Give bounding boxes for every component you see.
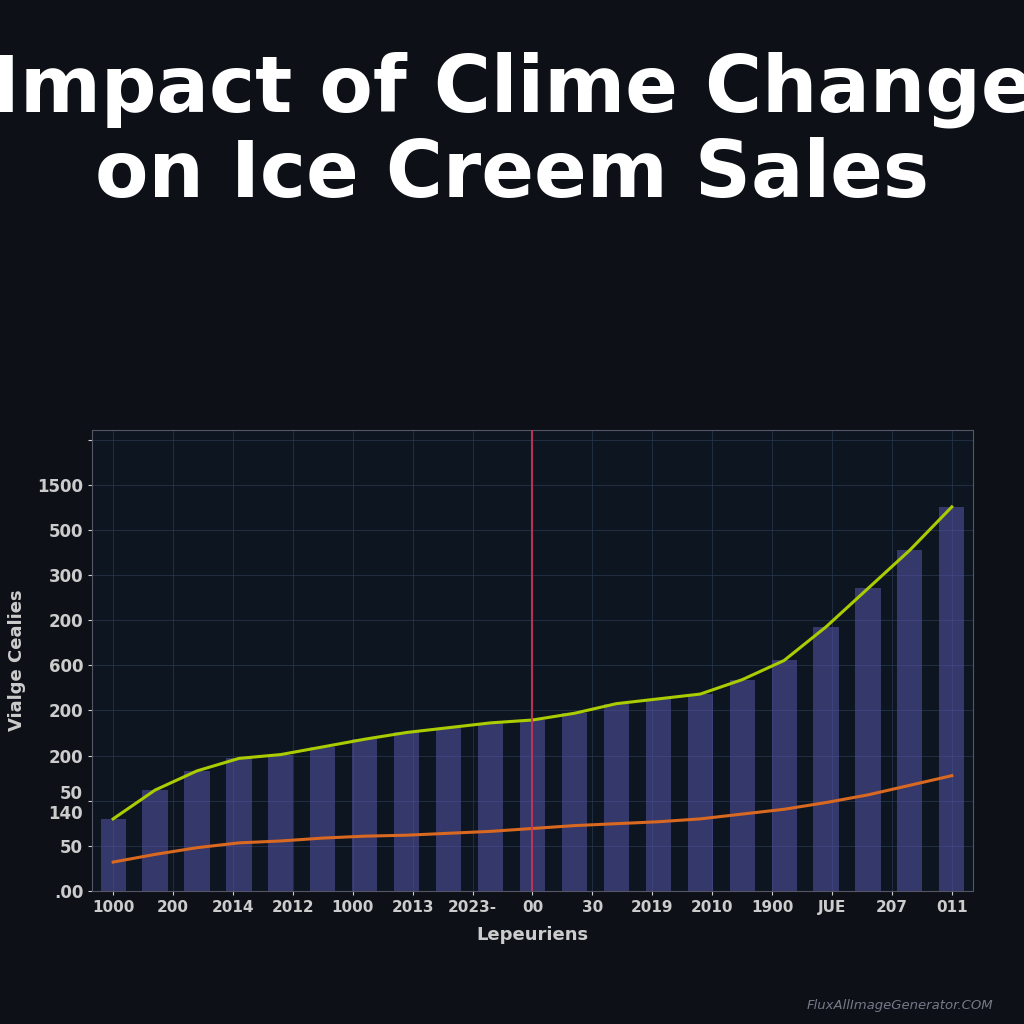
Bar [855,589,881,891]
Bar [939,507,965,891]
Bar [478,723,503,891]
Bar [813,627,839,891]
Bar [604,703,629,891]
Bar [352,739,377,891]
Bar [771,660,797,891]
Bar [729,680,755,891]
Bar [226,759,252,891]
Text: Impact of Clime Change
on Ice Creem Sales: Impact of Clime Change on Ice Creem Sale… [0,51,1024,213]
Bar [310,746,336,891]
Bar [100,819,126,891]
Bar [394,732,419,891]
Bar [562,714,587,891]
X-axis label: Lepeuriens: Lepeuriens [476,926,589,944]
Bar [520,720,545,891]
Y-axis label: Vialge Cealies: Vialge Cealies [8,590,26,731]
Bar [184,771,210,891]
Text: FluxAllImageGenerator.COM: FluxAllImageGenerator.COM [807,998,993,1012]
Bar [897,550,923,891]
Bar [436,728,461,891]
Bar [142,791,168,891]
Bar [646,698,671,891]
Bar [268,755,294,891]
Bar [688,694,713,891]
